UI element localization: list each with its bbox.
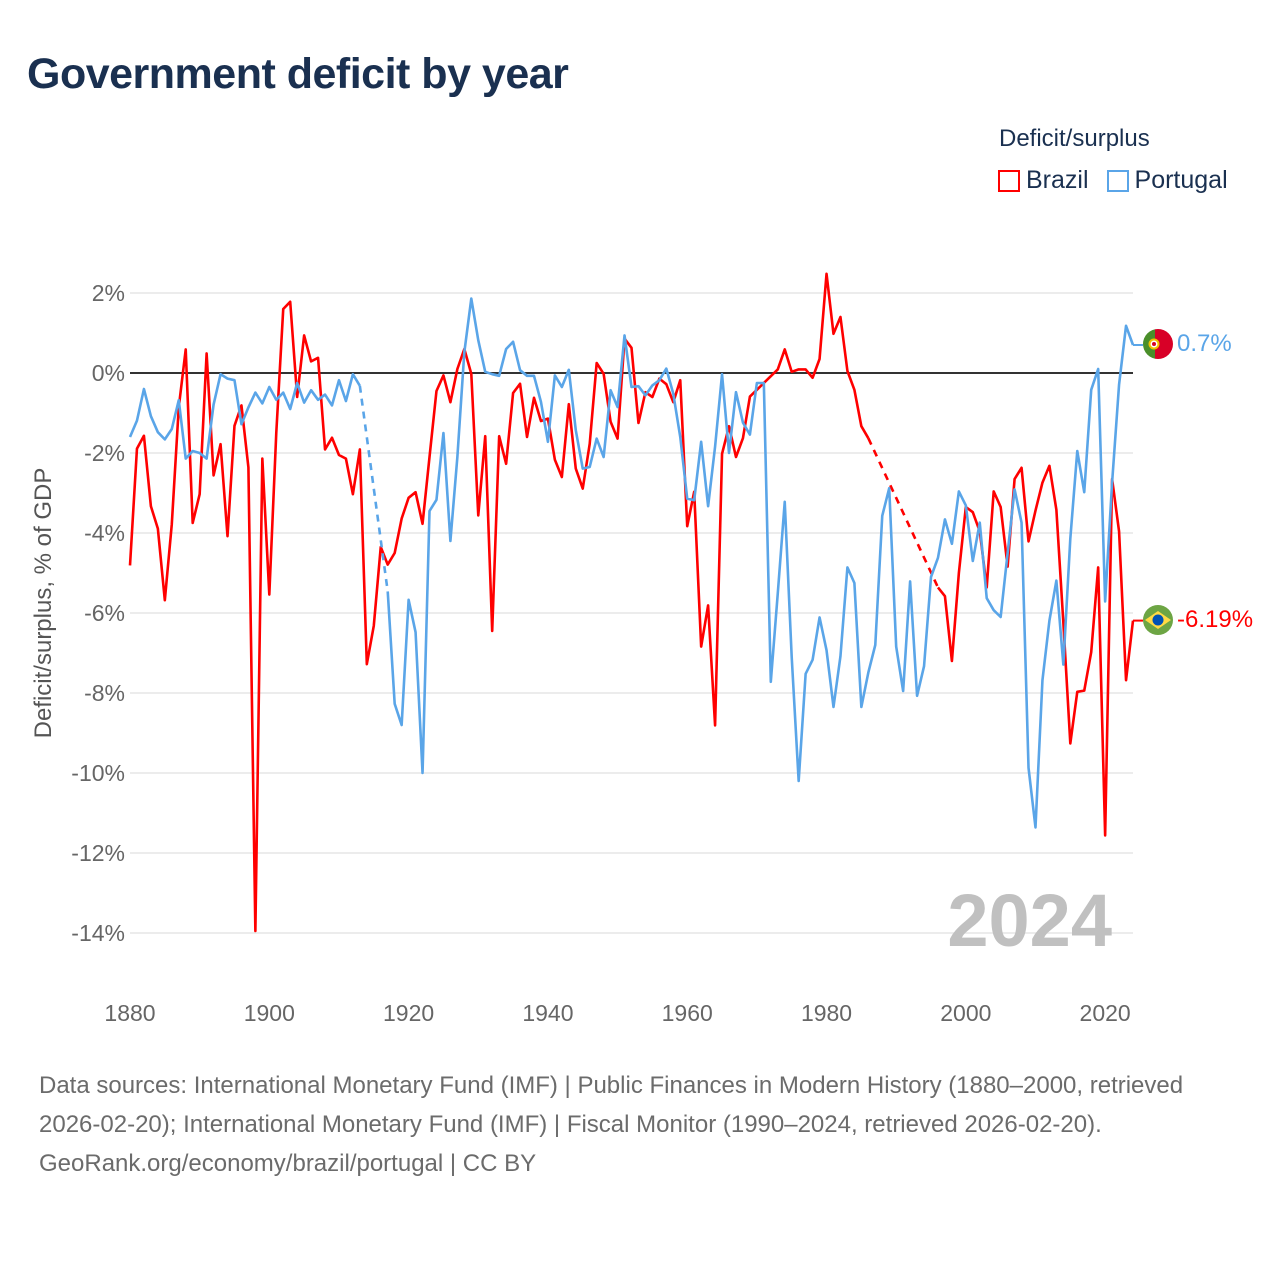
portugal-line xyxy=(386,297,1135,829)
credit-link[interactable]: GeoRank.org/economy/brazil/portugal | CC… xyxy=(39,1150,537,1177)
portugal-flag-icon xyxy=(1143,329,1173,359)
portugal-end-marker: 0.7% xyxy=(1143,329,1232,359)
chart-title: Government deficit by year xyxy=(27,50,569,98)
x-axis-ticks: 1880 1900 1920 1940 1960 1980 2000 2020 xyxy=(104,1000,1130,1026)
legend-swatch-brazil xyxy=(998,169,1020,192)
x-tick-label: 2020 xyxy=(1080,1000,1131,1026)
x-tick-label: 1960 xyxy=(662,1000,713,1026)
x-tick-label: 1980 xyxy=(801,1000,852,1026)
brazil-line xyxy=(936,464,1135,837)
y-tick-label: -2% xyxy=(84,440,125,466)
y-tick-label: -8% xyxy=(84,680,125,706)
legend-title: Deficit/surplus xyxy=(999,125,1150,152)
x-tick-label: 1920 xyxy=(383,1000,434,1026)
y-tick-label: 2% xyxy=(92,280,125,306)
portugal-line xyxy=(128,372,361,460)
footer: Data sources: International Monetary Fun… xyxy=(39,1066,1239,1183)
y-tick-label: -14% xyxy=(71,920,125,946)
y-axis-label: Deficit/surplus, % of GDP xyxy=(30,468,57,739)
x-tick-label: 1940 xyxy=(522,1000,573,1026)
legend-item-brazil[interactable]: Brazil xyxy=(998,166,1089,195)
current-year-label: 2024 xyxy=(947,879,1112,962)
gridlines xyxy=(130,292,1133,934)
y-tick-label: -4% xyxy=(84,520,125,546)
y-tick-label: -12% xyxy=(71,840,125,866)
series-lines xyxy=(128,272,1143,933)
brazil-end-value: -6.19% xyxy=(1177,606,1253,633)
y-axis-ticks: 2% 0% -2% -4% -6% -8% -10% -12% -14% xyxy=(71,280,125,946)
x-tick-label: 1880 xyxy=(104,1000,155,1026)
x-tick-label: 1900 xyxy=(244,1000,295,1026)
legend-swatch-portugal xyxy=(1106,169,1129,192)
portugal-gap-line xyxy=(358,385,390,592)
legend-label-portugal: Portugal xyxy=(1134,166,1228,194)
legend-label-brazil: Brazil xyxy=(1026,166,1089,194)
brazil-flag-icon xyxy=(1143,605,1173,635)
y-tick-label: -10% xyxy=(71,760,125,786)
legend-item-portugal[interactable]: Portugal xyxy=(1106,166,1228,195)
y-tick-label: -6% xyxy=(84,600,125,626)
y-tick-label: 0% xyxy=(92,360,125,386)
legend: Brazil Portugal xyxy=(998,166,1228,195)
brazil-end-marker: -6.19% xyxy=(1143,605,1253,635)
x-tick-label: 2000 xyxy=(940,1000,991,1026)
brazil-gap-line xyxy=(867,437,940,588)
data-sources: Data sources: International Monetary Fun… xyxy=(39,1072,1184,1138)
portugal-end-value: 0.7% xyxy=(1177,330,1232,357)
series-portugal xyxy=(128,297,1143,829)
